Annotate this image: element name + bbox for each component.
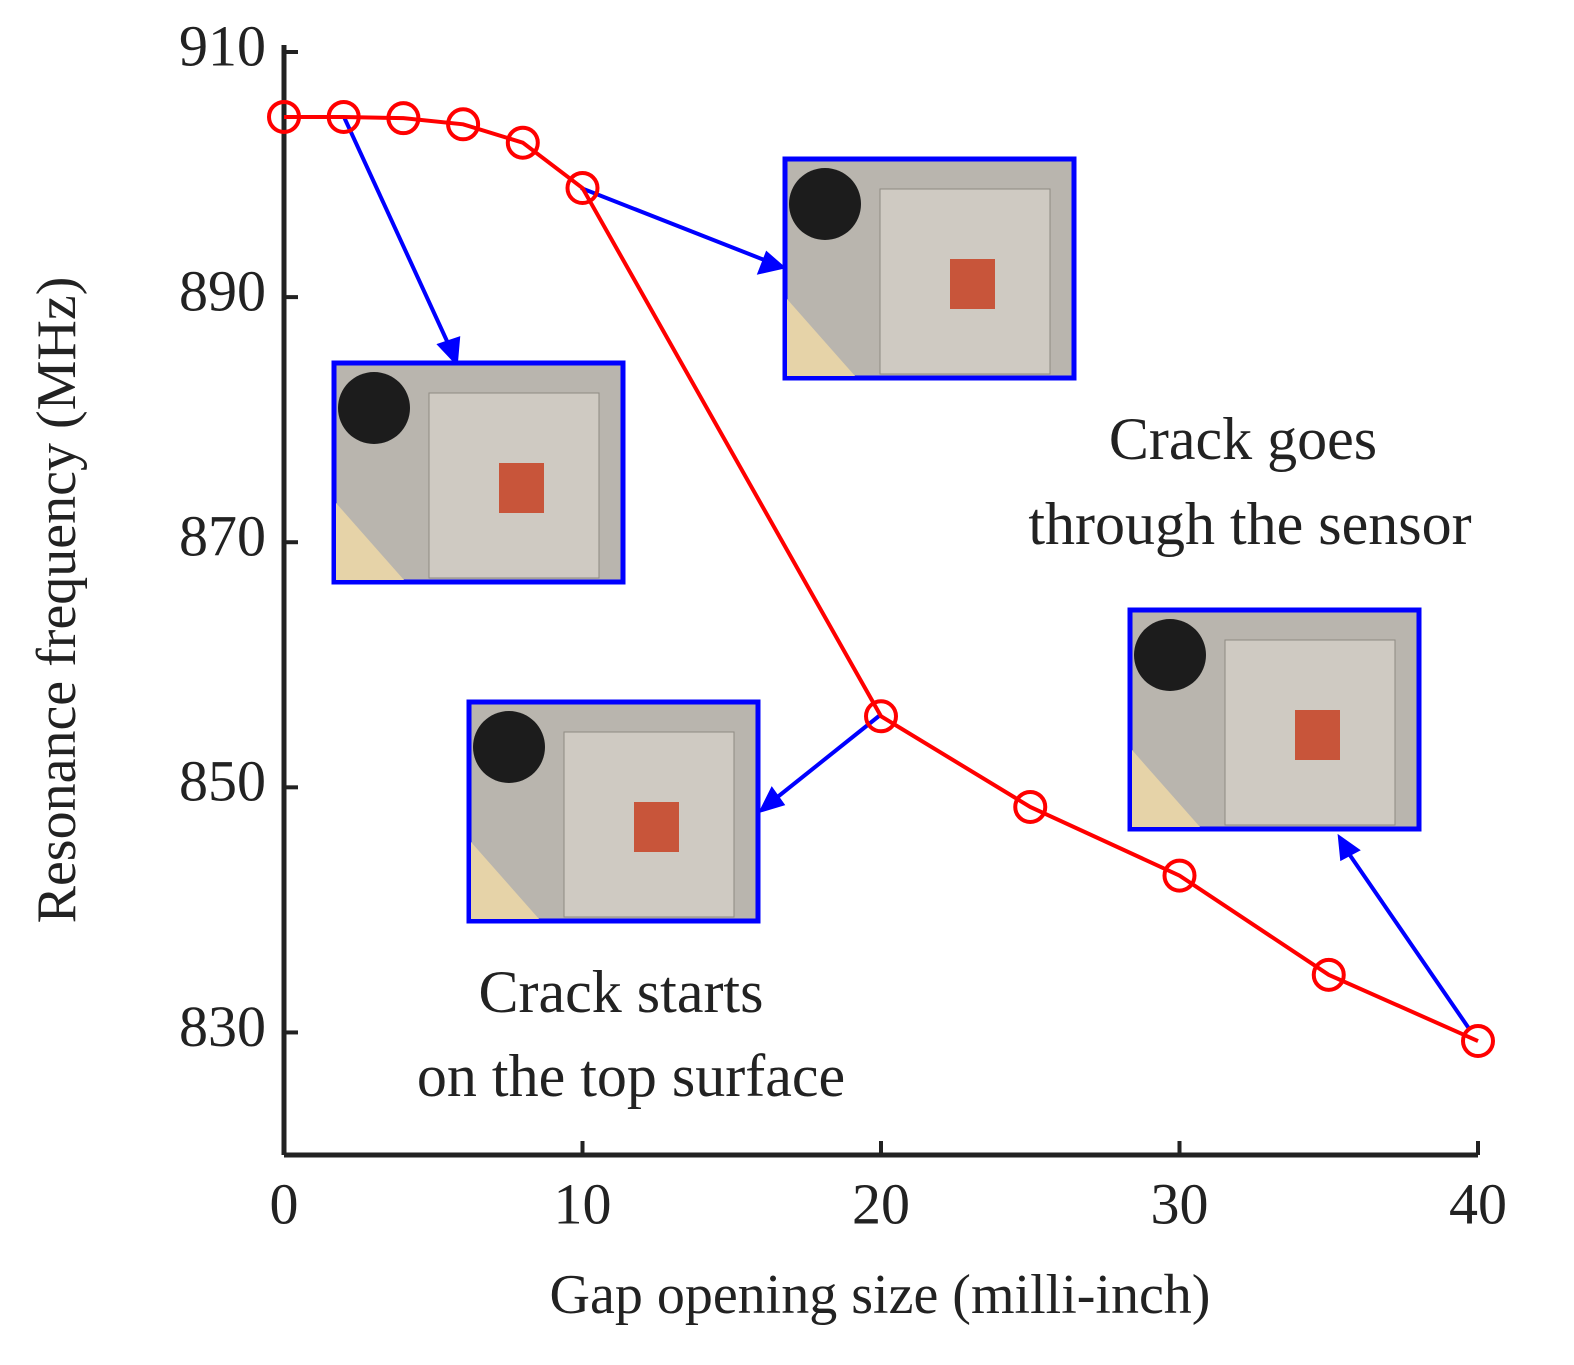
photo-gauge xyxy=(789,168,861,240)
data-point xyxy=(1013,789,1048,824)
y-tick-label: 830 xyxy=(179,994,266,1059)
arrow xyxy=(1343,846,1472,1032)
arrow xyxy=(342,116,454,353)
y-tick-label: 870 xyxy=(179,504,266,569)
x-tick-label: 30 xyxy=(1151,1171,1209,1236)
photo-gauge xyxy=(338,372,410,444)
data-point xyxy=(1162,858,1197,893)
photos xyxy=(331,156,1422,924)
x-tick-label: 20 xyxy=(852,1171,910,1236)
arrow-head xyxy=(436,336,461,367)
photo-floor xyxy=(471,842,539,919)
data-point xyxy=(386,101,421,136)
x-tick-label: 10 xyxy=(554,1171,612,1236)
data-point xyxy=(565,171,600,206)
photo-gauge xyxy=(473,711,545,783)
annotation: on the top surface xyxy=(417,1043,845,1109)
photo-floor xyxy=(1132,750,1200,827)
annotation: Crack starts xyxy=(479,959,764,1025)
x-axis-label: Gap opening size (milli-inch) xyxy=(550,1264,1211,1326)
photo-floor xyxy=(336,503,404,580)
y-tick-label: 890 xyxy=(179,258,266,323)
arrow-head xyxy=(756,250,787,275)
data-point xyxy=(446,107,481,142)
data-point xyxy=(267,99,301,134)
arrow xyxy=(768,714,881,805)
arrows xyxy=(342,116,1472,1032)
photo-gauge xyxy=(1134,619,1206,691)
y-tick-label: 910 xyxy=(179,13,266,78)
annotation: Crack goes xyxy=(1109,406,1377,472)
data-point xyxy=(505,125,540,160)
photo-floor xyxy=(787,299,855,376)
y-tick-label: 850 xyxy=(179,749,266,814)
data-point xyxy=(326,99,361,134)
x-tick-label: 0 xyxy=(270,1171,299,1236)
arrow-head xyxy=(758,786,786,814)
x-tick-label: 40 xyxy=(1449,1171,1507,1236)
arrow xyxy=(580,186,773,265)
annotation: through the sensor xyxy=(1028,491,1471,557)
photo-sensor xyxy=(634,802,679,852)
data-point xyxy=(864,699,898,734)
photo-sensor xyxy=(950,259,995,309)
y-axis-label: Resonance frequency (MHz) xyxy=(26,277,88,924)
photo-sensor xyxy=(1295,710,1340,760)
data-point xyxy=(1461,1024,1495,1059)
photo-sensor xyxy=(499,463,544,513)
data-point xyxy=(1311,957,1346,992)
annotations: Crack goes through the sensor Crack star… xyxy=(417,406,1472,1109)
arrow-head xyxy=(1337,833,1361,862)
data-line xyxy=(284,114,1479,1043)
